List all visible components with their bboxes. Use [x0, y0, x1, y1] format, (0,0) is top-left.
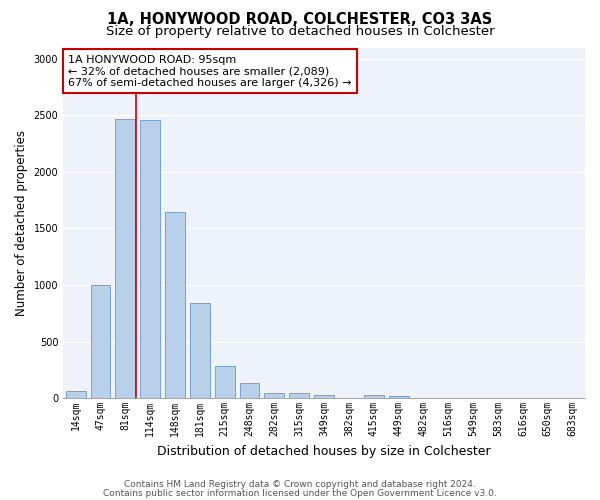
X-axis label: Distribution of detached houses by size in Colchester: Distribution of detached houses by size …: [157, 444, 491, 458]
Text: Contains public sector information licensed under the Open Government Licence v3: Contains public sector information licen…: [103, 488, 497, 498]
Bar: [140, 120, 160, 398]
Bar: [364, 396, 384, 398]
Bar: [91, 285, 110, 398]
Bar: [265, 393, 284, 398]
Bar: [314, 396, 334, 398]
Text: 1A, HONYWOOD ROAD, COLCHESTER, CO3 3AS: 1A, HONYWOOD ROAD, COLCHESTER, CO3 3AS: [107, 12, 493, 28]
Bar: [215, 366, 235, 398]
Y-axis label: Number of detached properties: Number of detached properties: [15, 130, 28, 316]
Text: 1A HONYWOOD ROAD: 95sqm
← 32% of detached houses are smaller (2,089)
67% of semi: 1A HONYWOOD ROAD: 95sqm ← 32% of detache…: [68, 54, 352, 88]
Text: Contains HM Land Registry data © Crown copyright and database right 2024.: Contains HM Land Registry data © Crown c…: [124, 480, 476, 489]
Bar: [65, 392, 86, 398]
Bar: [289, 393, 309, 398]
Bar: [389, 396, 409, 398]
Bar: [165, 212, 185, 398]
Bar: [115, 119, 135, 398]
Bar: [190, 303, 210, 398]
Bar: [239, 383, 259, 398]
Text: Size of property relative to detached houses in Colchester: Size of property relative to detached ho…: [106, 25, 494, 38]
